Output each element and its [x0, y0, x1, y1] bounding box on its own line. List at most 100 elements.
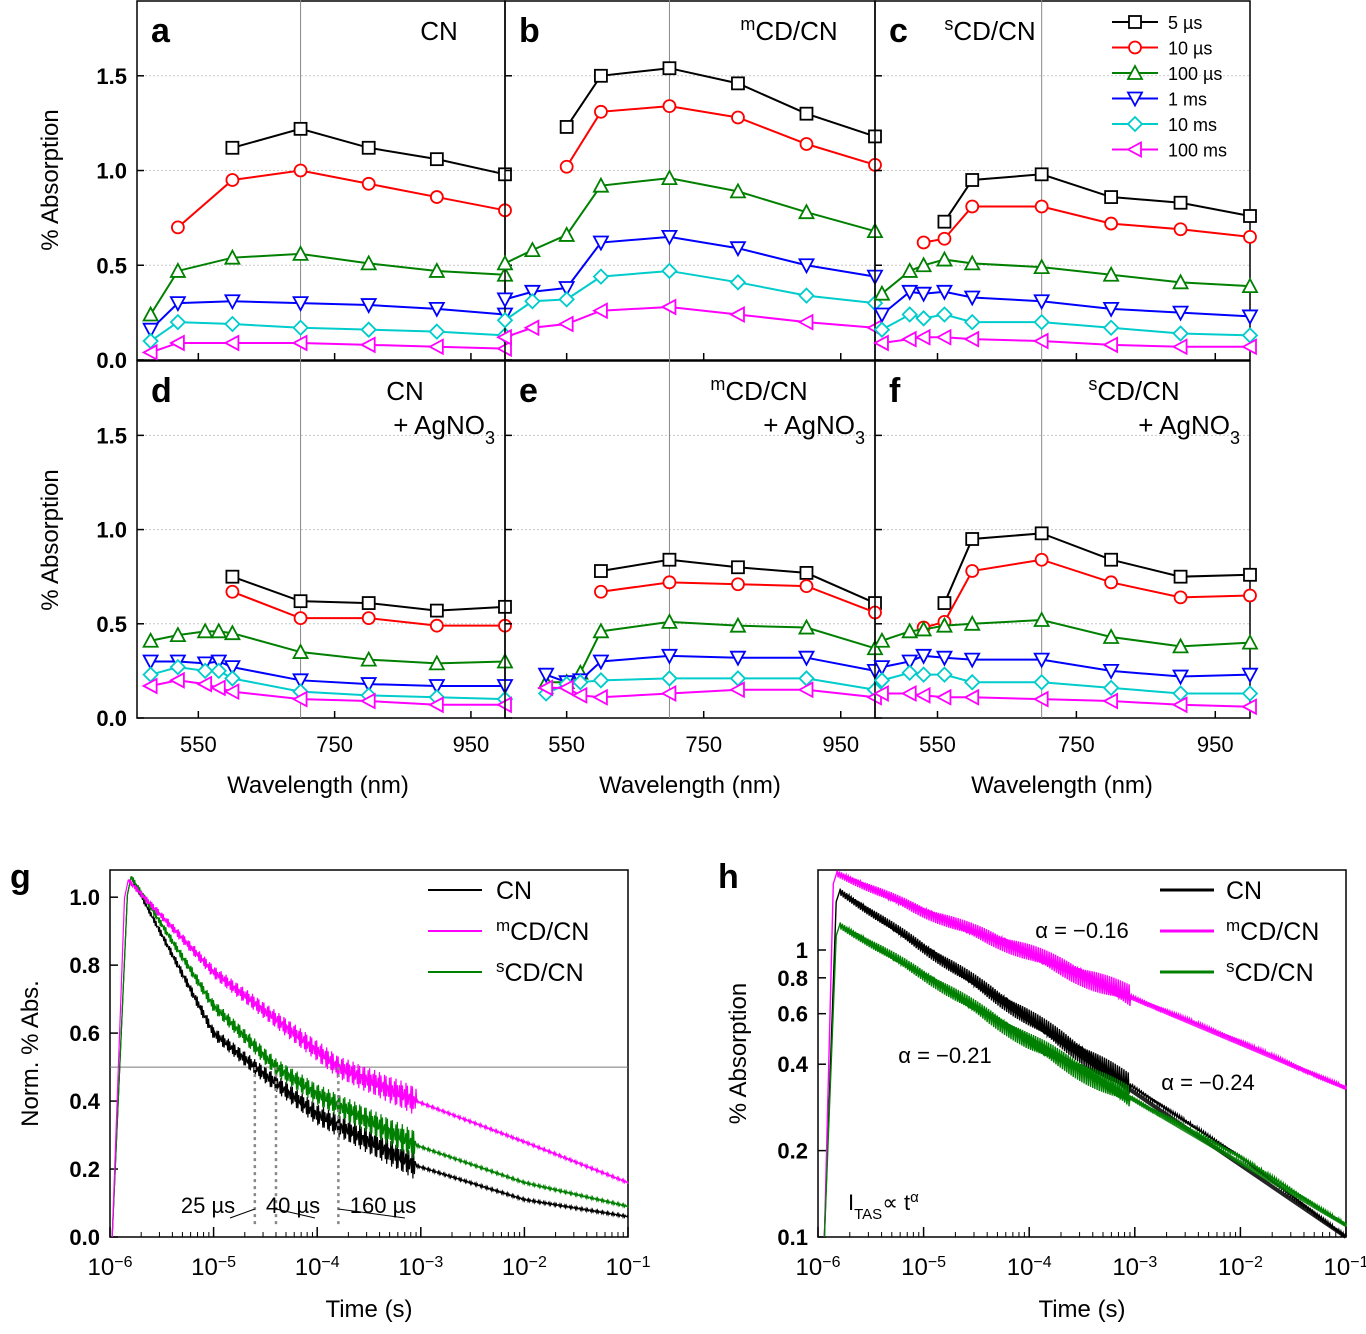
data-point	[797, 618, 815, 635]
y-axis-label-top: % Absorption	[37, 109, 64, 250]
data-point	[1102, 265, 1120, 282]
data-point	[168, 334, 185, 352]
panel-sample-label: sCD/CN	[944, 14, 1035, 46]
y-tick-label: 0.4	[69, 1089, 100, 1114]
legend-label-part: CD/CN	[505, 959, 584, 987]
panel-sample-label: CN	[386, 376, 424, 406]
data-point	[936, 306, 953, 323]
y-tick-label: 1.5	[96, 423, 127, 448]
data-point	[360, 254, 378, 271]
series-100us	[537, 613, 884, 690]
data-point	[1241, 633, 1259, 650]
y-tick-label: 0.8	[69, 953, 100, 978]
power-law-fit	[843, 893, 1348, 1239]
x-tick-label-part: 10	[1112, 1254, 1139, 1281]
data-point	[901, 622, 919, 639]
series-line	[881, 654, 1251, 678]
data-point	[963, 330, 980, 348]
series-line	[504, 235, 876, 301]
series-0	[111, 876, 629, 1238]
series-line	[881, 313, 1251, 337]
data-point	[963, 254, 981, 271]
data-point	[141, 343, 158, 361]
data-point	[900, 684, 917, 703]
x-tick-label-part: 10	[398, 1254, 425, 1281]
data-point	[1033, 313, 1050, 331]
data-point	[916, 235, 931, 250]
data-point	[1173, 569, 1188, 584]
data-point	[1241, 685, 1259, 702]
data-point	[965, 199, 980, 214]
panel-d: 0.0 0.5 1.0 1.5 550 750 950 d CN + AgNO3	[96, 360, 514, 757]
annotation-leader	[229, 1208, 255, 1219]
series-10us	[170, 163, 512, 235]
data-point	[965, 564, 980, 578]
data-point	[937, 231, 952, 246]
panel-sample-label-2: + AgNO3	[763, 410, 865, 448]
series-100ms	[496, 298, 882, 346]
series-line	[149, 252, 506, 316]
data-point	[360, 321, 377, 338]
panel-sample-label: sCD/CN	[1088, 374, 1179, 406]
data-point	[429, 603, 444, 618]
series-10us	[916, 199, 1257, 250]
data-point	[901, 284, 919, 301]
data-point	[225, 173, 240, 187]
data-point	[291, 334, 308, 352]
data-point	[537, 667, 555, 684]
legend-item-h-0: CN	[1160, 877, 1262, 905]
data-point	[427, 696, 444, 714]
data-point	[594, 104, 608, 119]
y-tick-label: 1.5	[96, 64, 127, 89]
data-point	[1241, 338, 1257, 356]
data-point	[594, 68, 608, 83]
legend-label-part: CN	[1226, 877, 1262, 905]
series-100ms	[537, 679, 882, 706]
data-point	[915, 648, 933, 665]
panel-frame	[109, 869, 629, 1238]
x-tick-label-part: 10	[606, 1254, 633, 1281]
data-point	[915, 310, 932, 327]
data-point	[592, 672, 610, 689]
data-point	[729, 182, 747, 199]
legend-label: 100 ms	[1168, 141, 1227, 161]
y-tick-label: 0.5	[96, 253, 127, 278]
data-point	[572, 673, 589, 691]
data-point	[661, 670, 678, 687]
data-point	[798, 287, 815, 304]
data-point	[1171, 696, 1188, 714]
legend-label-part: m	[496, 916, 510, 935]
data-point	[1172, 637, 1190, 654]
data-point	[914, 686, 931, 704]
x-tick-label: 10−6	[88, 1254, 133, 1282]
data-point	[660, 169, 678, 186]
data-point	[1102, 679, 1120, 697]
data-point	[1033, 258, 1051, 275]
data-point	[729, 681, 745, 699]
data-point	[914, 328, 931, 346]
data-point	[935, 650, 953, 667]
power-law-formula: ITAS∝ tα	[848, 1189, 919, 1223]
x-tick-label-part: 10	[796, 1254, 823, 1281]
data-point	[963, 673, 981, 691]
panel-sample-label-part: CD/CN	[1097, 376, 1179, 406]
series-5us	[937, 526, 1257, 610]
data-point	[965, 532, 980, 546]
series-5us	[559, 61, 882, 144]
panel-sample-label: mCD/CN	[710, 374, 807, 406]
x-tick-label: 750	[685, 732, 722, 757]
data-point	[937, 596, 952, 610]
data-point	[873, 334, 889, 352]
data-point	[873, 672, 891, 689]
panel-sample-label-part: CD/CN	[755, 16, 837, 46]
data-point	[361, 611, 376, 626]
x-axis-label: Time (s)	[1038, 1296, 1125, 1323]
data-point	[963, 652, 981, 669]
data-point	[1104, 216, 1119, 231]
series-100us	[142, 244, 514, 322]
data-point	[496, 311, 514, 329]
x-tick-label: 10−3	[1112, 1254, 1157, 1282]
series-10us	[916, 552, 1257, 635]
series-line	[943, 173, 1251, 223]
x-tick-label-part: 10	[1218, 1254, 1245, 1281]
